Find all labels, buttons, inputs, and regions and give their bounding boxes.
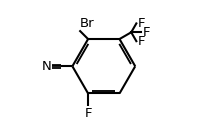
Text: F: F bbox=[84, 107, 92, 120]
Text: N: N bbox=[41, 60, 51, 73]
Text: Br: Br bbox=[80, 17, 95, 30]
Text: F: F bbox=[138, 35, 145, 48]
Text: F: F bbox=[142, 26, 150, 39]
Text: F: F bbox=[138, 17, 145, 30]
